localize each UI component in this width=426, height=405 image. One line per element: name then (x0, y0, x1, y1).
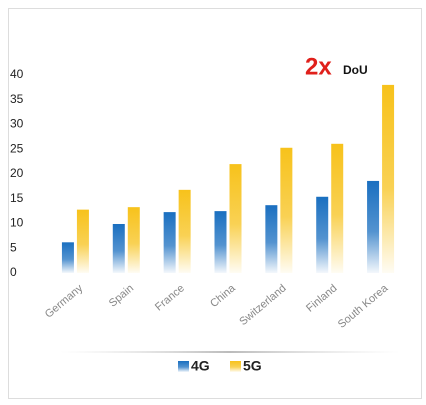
y-tick-label: 0 (10, 265, 17, 279)
bar (178, 189, 191, 273)
bar (163, 212, 176, 273)
frame (8, 8, 422, 399)
bar (265, 205, 278, 273)
bar (127, 207, 140, 273)
y-tick-label: 40 (10, 67, 24, 81)
y-tick-label: 15 (10, 191, 24, 205)
legend-swatch (230, 361, 241, 372)
legend-label: 4G (191, 358, 210, 374)
y-tick-label: 5 (10, 240, 17, 254)
bar (214, 211, 227, 273)
bar (382, 84, 395, 274)
y-tick-label: 10 (10, 216, 24, 230)
bar (316, 196, 329, 273)
y-tick-label: 25 (10, 141, 24, 155)
bar (280, 147, 293, 273)
legend-divider (60, 351, 400, 353)
bar (229, 164, 242, 273)
bar (331, 143, 344, 273)
annotation-emphasis: 2x (305, 53, 332, 80)
y-tick-label: 30 (10, 117, 24, 131)
y-tick-label: 35 (10, 92, 24, 106)
bar (61, 242, 74, 273)
y-tick-label: 20 (10, 166, 24, 180)
legend-label: 5G (243, 358, 262, 374)
annotation-text: DoU (343, 63, 368, 77)
legend-swatch (178, 361, 189, 372)
bar (112, 223, 125, 273)
bar (367, 180, 380, 273)
bar (76, 209, 89, 273)
